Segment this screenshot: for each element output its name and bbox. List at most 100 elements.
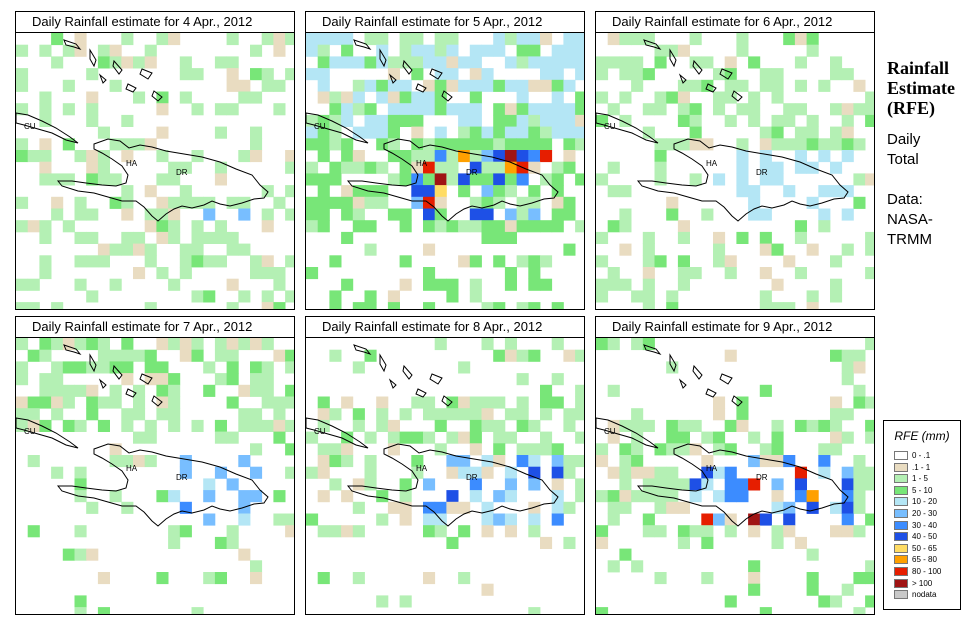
rainfall-cell xyxy=(748,572,761,585)
rainfall-cell xyxy=(830,525,843,538)
rainfall-cell xyxy=(818,419,831,432)
rainfall-cell xyxy=(16,396,29,409)
rainfall-cell xyxy=(631,408,644,421)
rainfall-cell xyxy=(504,185,517,198)
rainfall-cell xyxy=(341,150,354,163)
rainfall-cell xyxy=(504,478,517,491)
rainfall-cell xyxy=(341,525,354,538)
rainfall-map-apr6: CU HA DR xyxy=(595,32,875,310)
rainfall-cell xyxy=(446,501,459,514)
rainfall-map-svg: CU HA DR xyxy=(596,338,874,614)
legend-swatch xyxy=(894,532,908,542)
rainfall-cell xyxy=(423,572,436,585)
rainfall-cell xyxy=(214,220,227,233)
island-coastline xyxy=(415,83,427,93)
rainfall-cell xyxy=(86,338,99,351)
rainfall-cell xyxy=(62,103,75,116)
rainfall-cell xyxy=(250,466,263,479)
panel-title-apr4: Daily Rainfall estimate for 4 Apr., 2012 xyxy=(15,11,295,33)
rainfall-cell xyxy=(771,490,784,503)
rainfall-cell xyxy=(399,220,412,233)
rainfall-cell xyxy=(352,408,365,421)
rainfall-cell xyxy=(133,138,146,151)
rainfall-cell xyxy=(493,138,506,151)
rainfall-cell xyxy=(411,431,424,444)
rainfall-cell xyxy=(469,103,482,116)
rainfall-cell xyxy=(759,161,772,174)
rainfall-cell xyxy=(341,196,354,209)
rainfall-cell xyxy=(596,278,609,291)
rainfall-cell xyxy=(853,173,866,186)
rainfall-cell xyxy=(830,185,843,198)
rainfall-cell xyxy=(516,33,529,46)
rainfall-cell xyxy=(364,114,377,127)
rainfall-cell xyxy=(528,114,541,127)
rainfall-cell xyxy=(469,173,482,186)
rainfall-cell xyxy=(469,208,482,221)
rainfall-cell xyxy=(399,91,412,104)
rainfall-cell xyxy=(261,208,274,221)
rainfall-cell xyxy=(121,208,134,221)
rainfall-cell xyxy=(179,338,192,351)
rainfall-cell xyxy=(364,196,377,209)
legend-item: 0 - .1 xyxy=(894,451,930,461)
island-coastline xyxy=(731,395,743,407)
rainfall-cell xyxy=(540,278,553,291)
rainfall-cell xyxy=(713,255,726,268)
hispaniola-coastline xyxy=(636,443,849,527)
rainfall-cell xyxy=(168,408,181,421)
rainfall-cell xyxy=(841,466,854,479)
legend-item: 40 - 50 xyxy=(894,532,937,542)
rainfall-cell xyxy=(179,68,192,81)
rainfall-cell xyxy=(203,478,216,491)
rainfall-cell xyxy=(619,243,632,256)
rainfall-cell xyxy=(226,103,239,116)
rainfall-cell xyxy=(250,338,263,351)
rainfall-cell xyxy=(364,161,377,174)
rainfall-cell xyxy=(341,443,354,456)
legend-swatch xyxy=(894,497,908,507)
rainfall-cell xyxy=(306,267,319,280)
label-haiti: HA xyxy=(126,464,138,473)
label-haiti: HA xyxy=(416,159,428,168)
rainfall-cell xyxy=(329,173,342,186)
rainfall-cell xyxy=(575,384,584,397)
rainfall-cell xyxy=(596,290,609,303)
rainfall-cell xyxy=(273,278,286,291)
island-coastline xyxy=(402,364,413,380)
rainfall-cell xyxy=(458,114,471,127)
rainfall-cell xyxy=(666,490,679,503)
rainfall-cell xyxy=(317,185,330,198)
rainfall-cell xyxy=(203,572,216,585)
island-coastline xyxy=(151,90,163,102)
rainfall-cell xyxy=(759,208,772,221)
rainfall-cell xyxy=(250,572,263,585)
island-coastline xyxy=(441,395,453,407)
rainfall-cell xyxy=(540,220,553,233)
rainfall-cell xyxy=(51,208,64,221)
rainfall-cell xyxy=(607,220,620,233)
rainfall-cell xyxy=(434,196,447,209)
rainfall-cell xyxy=(133,431,146,444)
rainfall-cell xyxy=(528,455,541,468)
rainfall-cell xyxy=(540,384,553,397)
hispaniola-coastline xyxy=(346,443,559,527)
rainfall-cell xyxy=(39,231,52,244)
rainfall-cell xyxy=(261,267,274,280)
hispaniola-coastline xyxy=(56,443,269,527)
rainfall-cell xyxy=(273,419,286,432)
rainfall-cell xyxy=(423,243,436,256)
rainfall-cell xyxy=(607,431,620,444)
rainfall-cell xyxy=(399,44,412,57)
rainfall-cell xyxy=(434,150,447,163)
rainfall-cell xyxy=(238,455,251,468)
rainfall-cell xyxy=(434,338,447,351)
rainfall-cell xyxy=(736,408,749,421)
rainfall-cell xyxy=(86,290,99,303)
rainfall-cell xyxy=(551,396,564,409)
rainfall-cell xyxy=(469,68,482,81)
rainfall-cell xyxy=(191,419,204,432)
rainfall-cell xyxy=(748,478,761,491)
rainfall-cell xyxy=(285,161,294,174)
rainfall-cell xyxy=(528,208,541,221)
